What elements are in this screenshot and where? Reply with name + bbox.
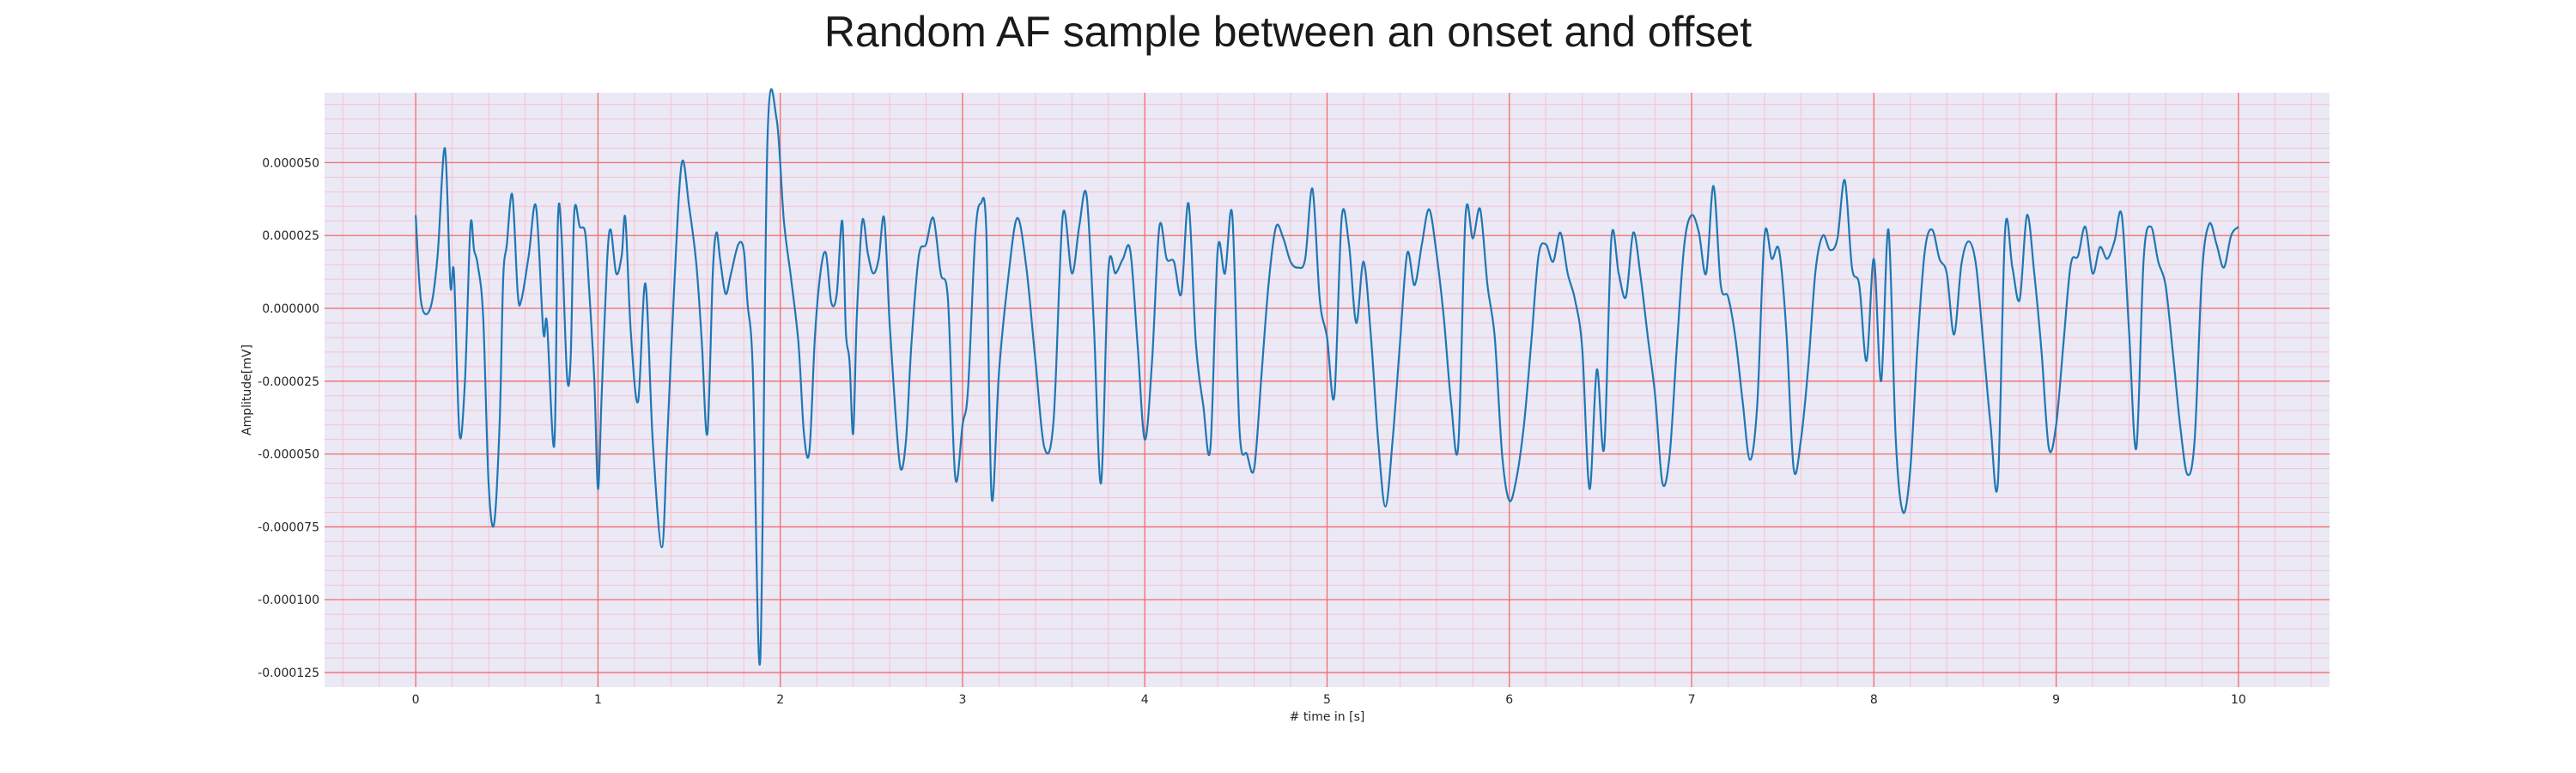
x-tick-label: 7 [1688, 693, 1696, 707]
x-tick-label: 0 [412, 693, 420, 707]
y-tick-label: -0.000050 [258, 448, 319, 462]
x-tick-label: 2 [776, 693, 784, 707]
x-tick-label: 10 [2231, 693, 2246, 707]
signal-line [415, 88, 2239, 666]
x-axis-label: # time in [s] [1290, 710, 1365, 724]
x-tick-label: 4 [1141, 693, 1149, 707]
x-tick-label: 8 [1870, 693, 1878, 707]
x-axis-ticks: 0 1 2 3 4 5 6 7 8 9 10 [412, 693, 2246, 707]
x-tick-label: 9 [2052, 693, 2060, 707]
chart-title: Random AF sample between an onset and of… [823, 8, 1753, 56]
y-tick-label: 0.000000 [262, 302, 319, 316]
y-axis-label: Amplitude[mV] [240, 344, 254, 435]
x-tick-label: 6 [1505, 693, 1513, 707]
y-tick-label: -0.000100 [258, 593, 319, 607]
x-tick-label: 5 [1323, 693, 1331, 707]
y-tick-label: 0.000025 [262, 229, 319, 243]
x-tick-label: 3 [958, 693, 966, 707]
y-tick-label: -0.000075 [258, 520, 319, 534]
y-axis-ticks: 0.000050 0.000025 0.000000 -0.000025 -0.0000… [258, 156, 319, 680]
y-tick-label: 0.000050 [262, 156, 319, 170]
y-tick-label: -0.000025 [258, 375, 319, 389]
y-tick-label: -0.000125 [258, 666, 319, 680]
x-tick-label: 1 [594, 693, 602, 707]
